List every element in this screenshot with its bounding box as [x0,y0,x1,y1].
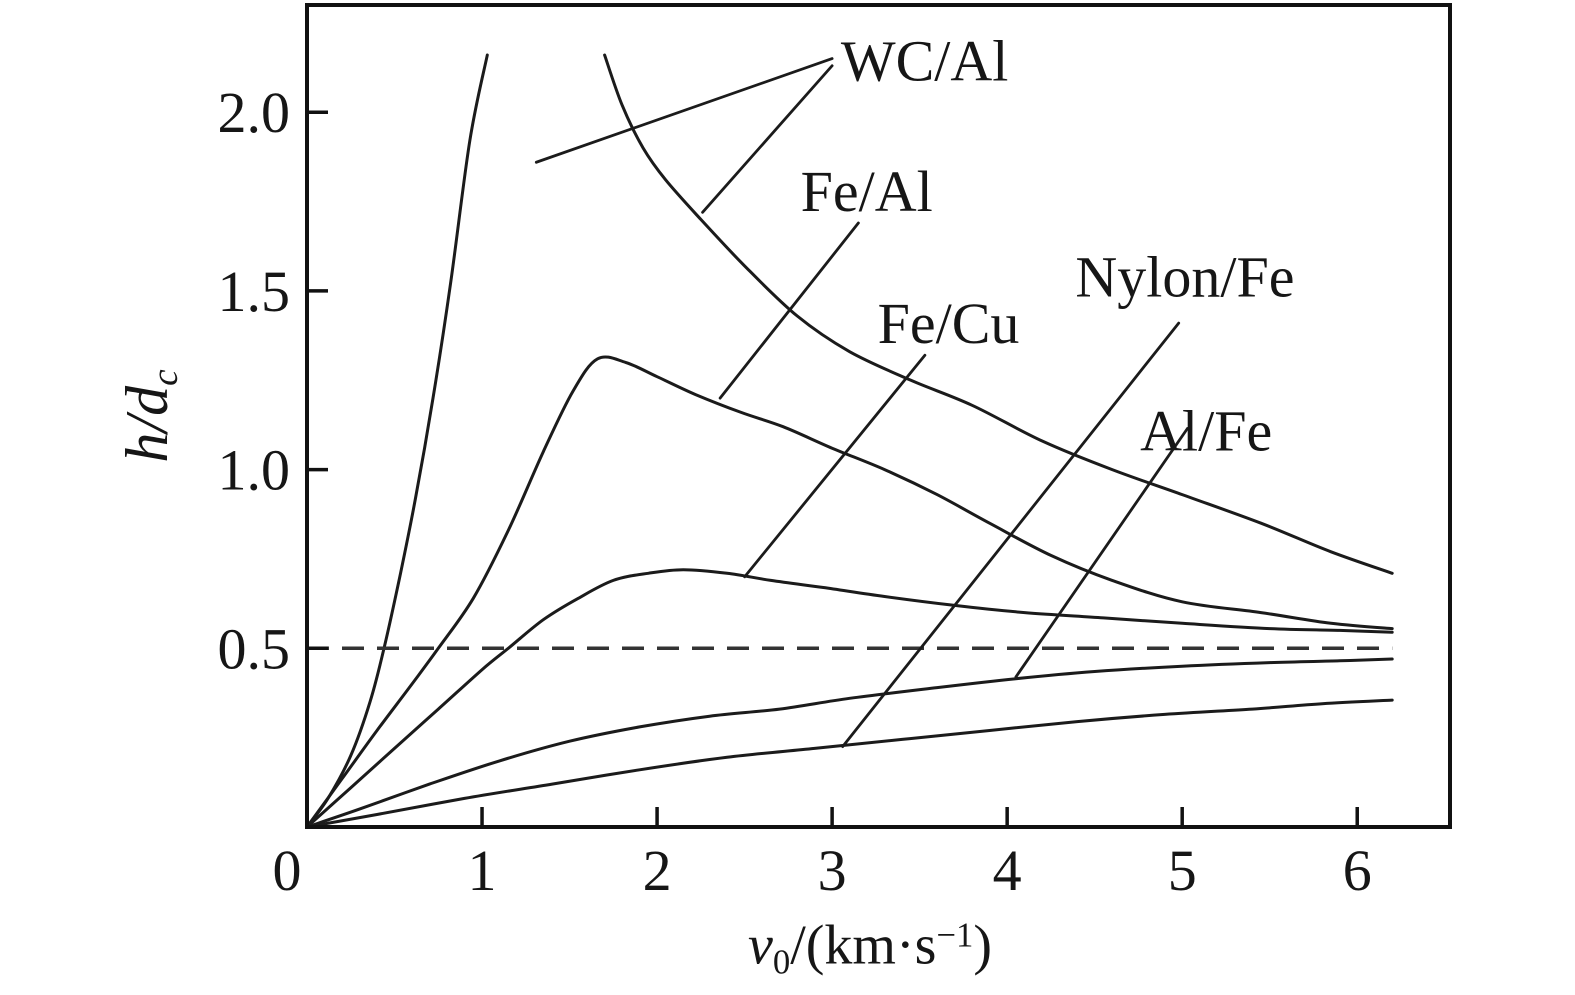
x-tick-label: 3 [818,838,847,903]
leader-line-al-fe [1014,427,1189,679]
x-tick-label: 6 [1343,838,1372,903]
curve-nylon-fe [309,698,1394,825]
x-title-unit: /(km·s [790,914,937,977]
curve-fe-al [309,355,1394,825]
curve-label-al-fe: Al/Fe [1140,398,1272,463]
plot-border [305,3,1452,829]
x-axis-title: v0/(km·s−1) [748,914,992,983]
x-title-superscript: −1 [936,915,974,955]
curve-fe-cu [309,568,1394,825]
leader-line-fe-al [718,221,860,400]
curve-label-fe-al: Fe/Al [801,159,933,224]
leader-line-fe-cu [743,353,927,579]
x-title-variable: v [747,914,773,977]
y-tick-label: 0.5 [218,616,291,681]
x-tick-label: 4 [993,838,1022,903]
y-tick-label: 1.0 [218,438,291,503]
curve-label-nylon-fe: Nylon/Fe [1075,245,1294,310]
y-tick-label: 1.5 [218,259,291,324]
y-title-main: h/d [113,385,180,463]
x-tick-label: 0 [273,838,302,903]
x-title-subscript: 0 [772,942,791,982]
leader-line-wc-al [534,57,834,164]
curve-wc-al-rising-branch [309,53,489,825]
x-tick-label: 1 [468,838,497,903]
x-tick-label: 5 [1168,838,1197,903]
y-tick-label: 2.0 [218,80,291,145]
curve-label-fe-cu: Fe/Cu [878,291,1020,356]
y-axis-title: h/dc [113,369,187,462]
y-title-subscript: c [145,369,187,386]
leader-line-nylon-fe [841,321,1181,748]
curve-label-wc-al: WC/Al [841,28,1009,93]
leader-line-wc-al [701,64,834,214]
x-tick-label: 2 [643,838,672,903]
curve-wc-al-falling-branch [603,53,1394,575]
curve-al-fe [309,657,1394,825]
x-title-close: ) [973,914,993,977]
